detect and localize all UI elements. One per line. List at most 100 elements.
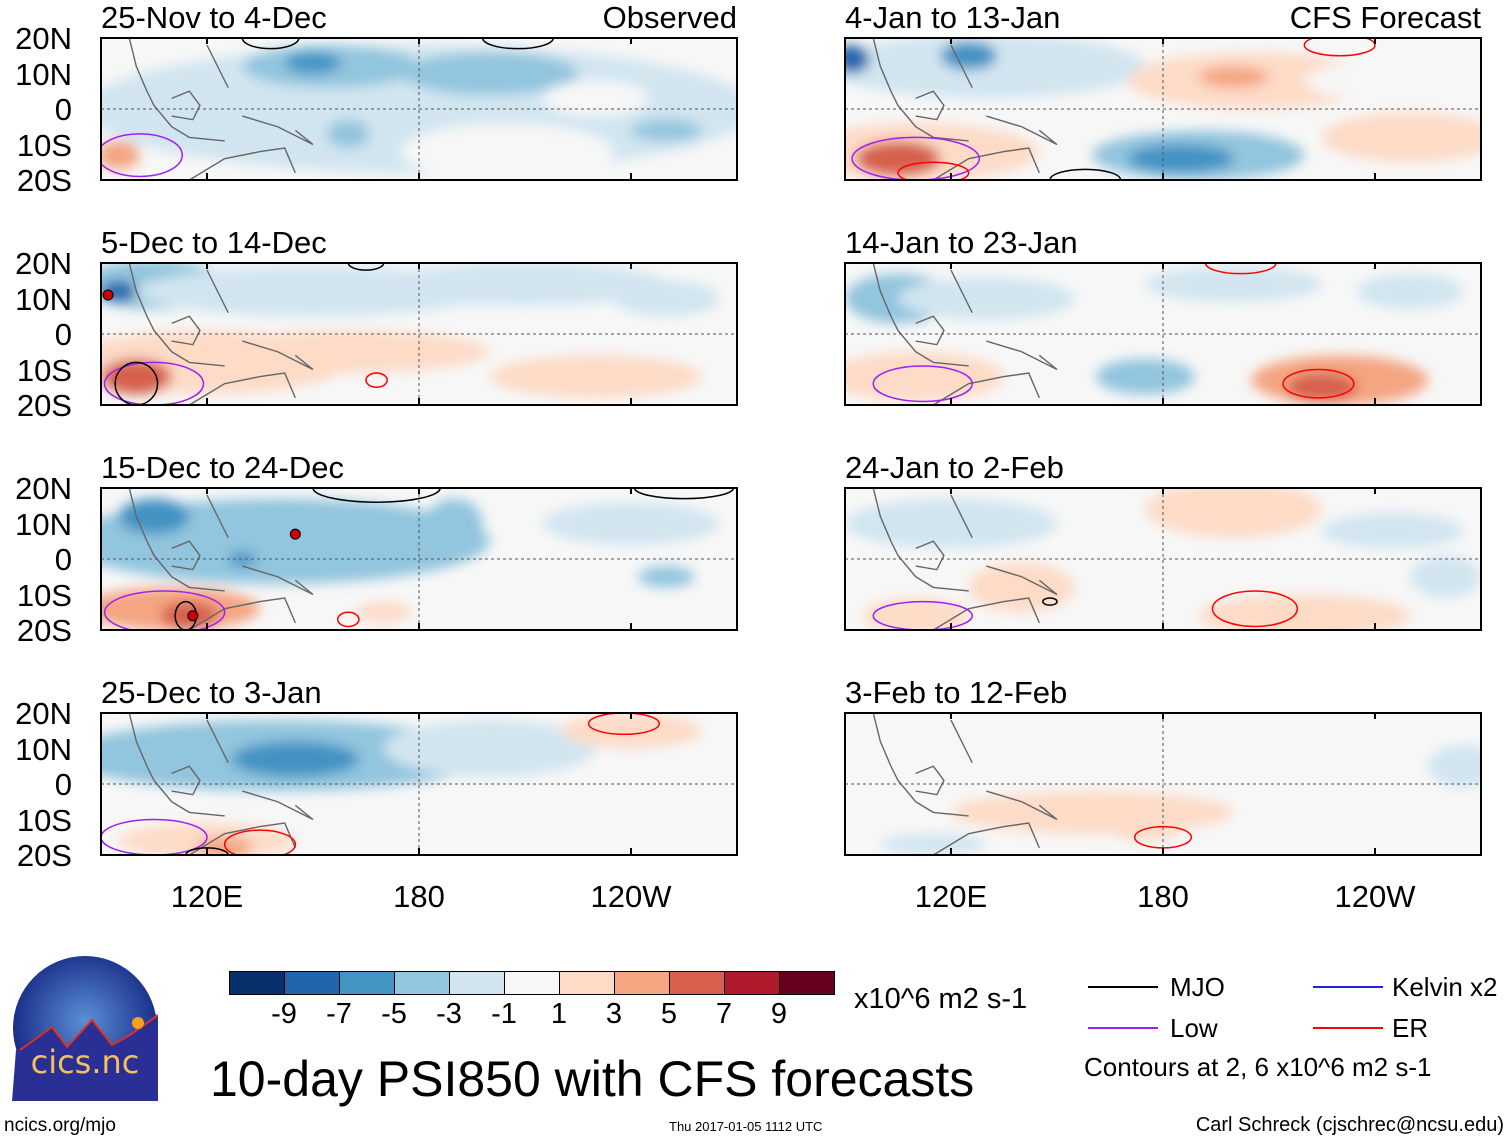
anomaly-region [898, 277, 1075, 320]
mjo-contour [481, 39, 554, 50]
lat-tick-label: 20S [16, 388, 72, 423]
anomaly-region [1198, 594, 1411, 631]
lat-tick-label: 20S [16, 163, 72, 198]
anomaly-region [1145, 489, 1322, 538]
anomaly-region [1145, 266, 1322, 303]
coastline [950, 719, 973, 764]
anomaly-region [631, 119, 702, 141]
anomaly-region [228, 551, 257, 567]
coastline [872, 714, 969, 817]
colorbar-swatch [340, 972, 395, 994]
lat-tick-label: 20N [15, 471, 72, 506]
storm-marker [102, 289, 114, 301]
low-contour [102, 133, 184, 178]
legend-kelvin-line [1313, 986, 1383, 988]
anomaly-region [327, 119, 370, 149]
coastline [242, 790, 314, 821]
coastline [986, 565, 1058, 596]
anomaly-region [1322, 512, 1464, 549]
colorbar-swatch [505, 972, 560, 994]
coastline [950, 494, 973, 539]
anomaly-region [1127, 144, 1234, 173]
colorbar-tick-label: -1 [491, 998, 517, 1030]
er-contour [336, 611, 360, 628]
anomaly-region [1304, 62, 1446, 99]
coastline [188, 822, 296, 856]
lat-tick-label: 10N [15, 281, 72, 317]
coastline [872, 39, 969, 142]
legend-mjo-line [1088, 986, 1158, 988]
colorbar-swatch [725, 972, 780, 994]
lat-tick-label: 20N [15, 696, 72, 731]
anomaly-region [862, 598, 969, 631]
mjo-contour [312, 489, 441, 503]
er-contour [1133, 825, 1193, 849]
colorbar-swatch [670, 972, 725, 994]
map-panel [100, 37, 738, 181]
legend-mjo: MJO [1170, 972, 1225, 1002]
colorbar-swatch [560, 972, 615, 994]
anomaly-region [638, 566, 695, 588]
er-contour [1211, 590, 1299, 628]
lat-tick-label: 20N [15, 21, 72, 56]
lat-tick-label: 20N [15, 246, 72, 281]
colorbar-units: x10^6 m2 s-1 [854, 983, 1028, 1015]
legend-low: Low [1170, 1013, 1218, 1043]
lat-tick-label: 0 [54, 767, 72, 802]
lat-tick-label: 20S [16, 613, 72, 648]
anomaly-region [940, 41, 997, 70]
panel-title: 4-Jan to 13-Jan [845, 0, 1061, 35]
anomaly-region [846, 351, 1004, 402]
coastline [206, 44, 229, 89]
anomaly-region [401, 52, 578, 95]
anomaly-region [1095, 358, 1195, 395]
coastline [932, 147, 1040, 181]
colorbar-tick-label: 7 [715, 998, 733, 1030]
colorbar-tick-label: 3 [605, 998, 623, 1030]
storm-marker [289, 528, 301, 540]
anomaly-region [1410, 555, 1481, 599]
anomaly-region [880, 833, 987, 855]
coastline [915, 315, 945, 346]
anomaly-region [102, 498, 490, 584]
credit: Carl Schreck (cjschrec@ncsu.edu) [1195, 1114, 1504, 1136]
panel-title: 14-Jan to 23-Jan [845, 225, 1078, 260]
er-contour [365, 372, 388, 389]
coastline [915, 765, 945, 796]
panel-title: 3-Feb to 12-Feb [845, 675, 1068, 710]
panel-title: 25-Nov to 4-Dec [101, 0, 327, 35]
coastline [128, 714, 225, 817]
mjo-contour [347, 264, 385, 271]
lat-tick-label: 0 [54, 92, 72, 127]
anomaly-region [383, 264, 667, 306]
coastline [171, 540, 201, 571]
coastline [915, 540, 945, 571]
coastline [188, 597, 296, 631]
anomaly-region [118, 498, 190, 535]
timestamp: Thu 2017-01-05 1112 UTC [669, 1119, 823, 1134]
anomaly-region [560, 714, 702, 749]
anomaly-region [1322, 112, 1482, 163]
anomaly-region [542, 80, 649, 117]
anomaly-region [542, 502, 720, 545]
colorbar [229, 971, 835, 995]
anomaly-region [1198, 66, 1269, 88]
low-contour [103, 590, 226, 631]
colorbar-tick-label: 9 [770, 998, 788, 1030]
coastline [188, 147, 296, 181]
coastline [986, 115, 1058, 146]
lat-tick-label: 10S [16, 127, 72, 163]
coastline [986, 790, 1058, 821]
anomaly-region [846, 39, 1146, 99]
contour-note: Contours at 2, 6 x10^6 m2 s-1 [1084, 1052, 1432, 1082]
url-link[interactable]: ncics.org/mjo [4, 1115, 116, 1136]
lon-tick-label: 120E [170, 879, 244, 914]
lon-tick-label: 120W [1334, 879, 1416, 914]
lat-tick-label: 10N [15, 56, 72, 92]
colorbar-tick-label: -7 [326, 998, 352, 1030]
lat-tick-label: 0 [54, 317, 72, 352]
coastline [206, 719, 229, 764]
coastline [171, 315, 201, 346]
lon-tick-label: 120W [590, 879, 672, 914]
